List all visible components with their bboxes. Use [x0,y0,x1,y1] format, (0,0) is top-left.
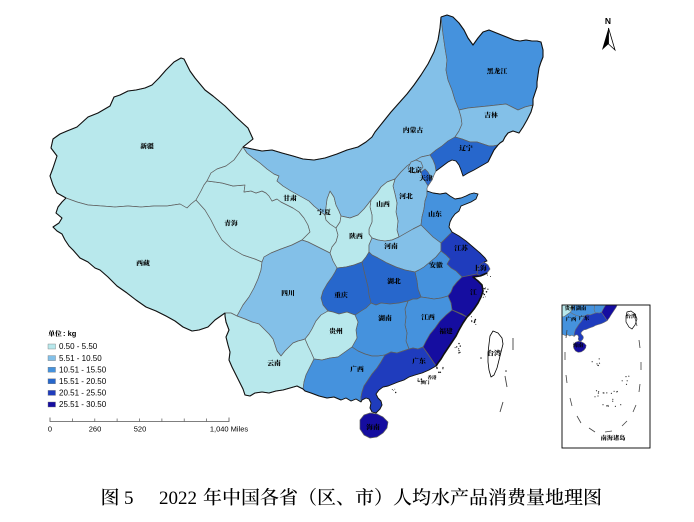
svg-text:5: 5 [124,488,134,509]
svg-text:520: 520 [134,425,147,434]
svg-text:10.51 - 15.50: 10.51 - 15.50 [59,365,107,374]
svg-text:2022: 2022 [159,488,197,509]
svg-text:0.50 - 5.50: 0.50 - 5.50 [59,342,98,351]
svg-text:: kg: : kg [63,329,77,338]
svg-text:0: 0 [48,425,52,434]
svg-text:1,040 Miles: 1,040 Miles [210,425,249,434]
svg-text:260: 260 [89,425,102,434]
svg-text:15.51 - 20.50: 15.51 - 20.50 [59,377,107,386]
svg-text:25.51 - 30.50: 25.51 - 30.50 [59,400,107,409]
svg-text:20.51 - 25.50: 20.51 - 25.50 [59,389,107,398]
svg-text:N: N [605,16,611,26]
svg-text:5.51 - 10.50: 5.51 - 10.50 [59,354,102,363]
